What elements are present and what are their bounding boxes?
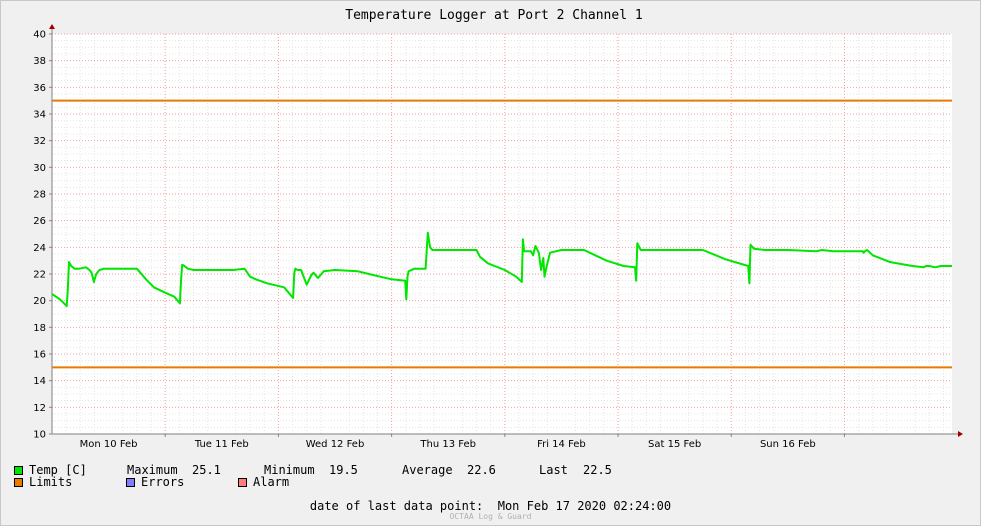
x-tick-label: Tue 11 Feb	[194, 439, 249, 450]
x-tick-label: Sat 15 Feb	[648, 439, 701, 450]
maximum-value: 25.1	[192, 463, 221, 477]
y-tick-label: 18	[33, 323, 46, 334]
y-tick-label: 32	[33, 136, 46, 147]
y-tick-label: 38	[33, 56, 46, 67]
watermark: OCTAA Log & Guard	[449, 512, 532, 521]
minimum-value: 19.5	[329, 463, 358, 477]
x-axis-arrow	[958, 431, 963, 437]
last-data-point-value: Mon Feb 17 2020 02:24:00	[497, 499, 672, 513]
chart-title: Temperature Logger at Port 2 Channel 1	[345, 8, 642, 23]
average-label: Average	[402, 463, 453, 477]
y-tick-label: 34	[33, 110, 46, 121]
last-data-point: date of last data point: Mon Feb 17 2020…	[0, 499, 981, 513]
last-value: 22.5	[583, 463, 612, 477]
y-tick-label: 24	[33, 243, 46, 254]
x-tick-label: Wed 12 Feb	[306, 439, 365, 450]
alarm-swatch	[238, 477, 247, 487]
x-tick-label: Mon 10 Feb	[80, 439, 138, 450]
y-tick-label: 10	[33, 430, 46, 441]
legend-row-status: Limits Errors Alarm	[14, 475, 289, 489]
y-tick-label: 20	[33, 296, 46, 307]
temp-series-line	[51, 231, 952, 307]
plot-area: 10 12 14 16 18 20 22 24 26 28 30 32 34 36 38 40 Mon 10 F…	[33, 24, 963, 450]
maximum-label: Maximum	[127, 463, 178, 477]
temp-legend-label: Temp [C]	[29, 463, 87, 477]
last-data-point-label: date of last data point:	[309, 499, 484, 513]
y-tick-label: 22	[33, 270, 46, 281]
y-tick-label: 28	[33, 190, 46, 201]
legend-row-temp: Temp [C] Maximum 25.1 Minimum 19.5 Avera…	[14, 463, 612, 477]
limits-swatch	[14, 477, 23, 487]
y-axis-arrow	[49, 24, 55, 29]
last-label: Last	[539, 463, 568, 477]
minimum-label: Minimum	[264, 463, 315, 477]
limits-legend-label: Limits	[29, 475, 73, 489]
x-tick-label: Sun 16 Feb	[760, 439, 816, 450]
temp-swatch	[14, 465, 23, 475]
x-tick-label: Fri 14 Feb	[537, 439, 586, 450]
y-tick-label: 40	[33, 30, 46, 41]
y-tick-label: 26	[33, 216, 46, 227]
x-tick-label: Thu 13 Feb	[419, 439, 476, 450]
errors-swatch	[126, 477, 135, 487]
y-tick-label: 36	[33, 83, 46, 94]
average-value: 22.6	[467, 463, 496, 477]
y-tick-label: 14	[33, 376, 46, 387]
y-tick-label: 12	[33, 403, 46, 414]
y-tick-label: 16	[33, 350, 46, 361]
alarm-legend-label: Alarm	[253, 475, 290, 489]
errors-legend-label: Errors	[141, 475, 185, 489]
y-tick-label: 30	[33, 163, 46, 174]
